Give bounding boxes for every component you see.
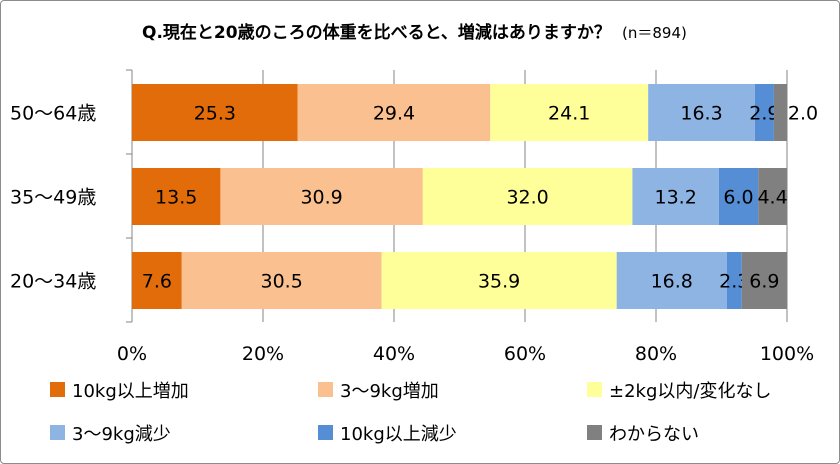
bar-segment xyxy=(181,252,382,309)
data-label: 30.5 xyxy=(261,271,303,293)
chart-title: Q.現在と20歳のころの体重を比べると、増減はありますか？ xyxy=(142,22,611,43)
data-label: 7.6 xyxy=(142,271,172,293)
legend-swatch xyxy=(50,382,65,397)
data-label: 16.8 xyxy=(651,271,693,293)
bar-segment xyxy=(741,252,787,309)
x-tick-label: 0% xyxy=(117,343,147,365)
legend-swatch xyxy=(587,425,602,440)
legend-label: 10kg以上減少 xyxy=(340,424,457,445)
legend-swatch xyxy=(318,382,333,397)
data-label: 2.9 xyxy=(749,103,779,125)
data-label: 4.4 xyxy=(757,187,787,209)
bar-segment xyxy=(632,168,719,225)
bar-segment xyxy=(132,168,221,225)
data-label: 35.9 xyxy=(478,271,520,293)
bar-segment xyxy=(490,84,649,141)
bar-segment xyxy=(648,84,755,141)
y-category-label: 35〜49歳 xyxy=(10,187,96,209)
x-tick-label: 20% xyxy=(242,343,284,365)
x-tick-label: 100% xyxy=(760,343,814,365)
y-category-label: 50〜64歳 xyxy=(10,103,96,125)
bar-segment xyxy=(422,168,633,225)
x-tick-label: 60% xyxy=(504,343,546,365)
data-label: 16.3 xyxy=(680,103,722,125)
bar-segment xyxy=(381,252,617,309)
bar-segment xyxy=(297,84,491,141)
data-label: 30.9 xyxy=(300,187,342,209)
bar-segment xyxy=(132,84,298,141)
bar-segment xyxy=(758,168,787,225)
data-label: 24.1 xyxy=(548,103,590,125)
data-label: 32.0 xyxy=(506,187,548,209)
legend-swatch xyxy=(587,382,602,397)
legend-label: 3〜9kg増加 xyxy=(340,381,439,402)
legend-label: ±2kg以内/変化なし xyxy=(609,381,771,402)
x-tick-label: 40% xyxy=(373,343,415,365)
data-label: 13.2 xyxy=(654,187,696,209)
bar-segment xyxy=(726,252,742,309)
bar-segment xyxy=(616,252,727,309)
data-label: 6.0 xyxy=(723,187,753,209)
y-category-label: 20〜34歳 xyxy=(10,271,96,293)
data-label: 13.5 xyxy=(155,187,197,209)
bar-segment xyxy=(773,84,787,141)
legend-label: 10kg以上増加 xyxy=(72,381,189,402)
data-label: 25.3 xyxy=(194,103,236,125)
data-label: 2.0 xyxy=(788,103,818,125)
legend-swatch xyxy=(50,425,65,440)
x-tick-label: 80% xyxy=(635,343,677,365)
chart-subtitle: (n＝894) xyxy=(622,24,687,42)
legend-swatch xyxy=(318,425,333,440)
bar-segment xyxy=(132,252,182,309)
bar-segment xyxy=(220,168,423,225)
data-label: 29.4 xyxy=(373,103,415,125)
data-label: 6.9 xyxy=(749,271,779,293)
legend-label: わからない xyxy=(609,424,699,445)
bar-segment xyxy=(718,168,759,225)
bar-segment xyxy=(754,84,774,141)
legend-label: 3〜9kg減少 xyxy=(72,424,171,445)
